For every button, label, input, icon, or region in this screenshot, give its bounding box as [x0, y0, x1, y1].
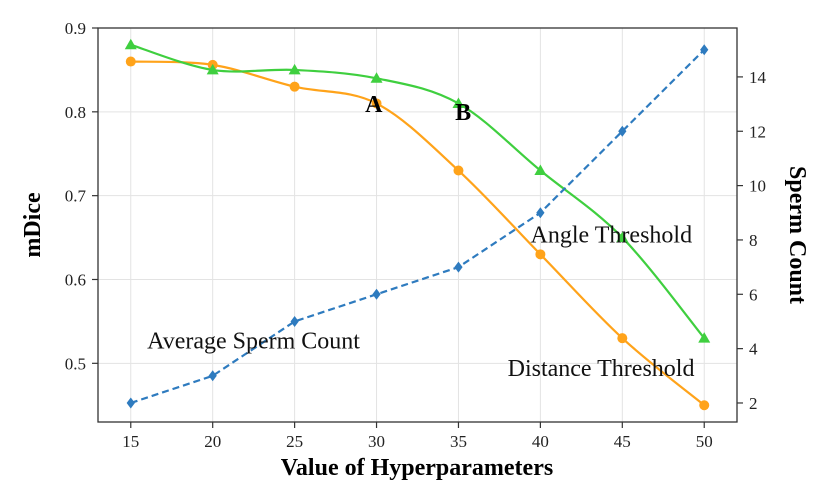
annotation-distance-threshold: Distance Threshold — [508, 356, 695, 382]
y-axis-title: mDice — [20, 192, 46, 258]
x-tick-label: 15 — [122, 432, 139, 451]
annotation-a: A — [365, 92, 383, 118]
annotation-angle-threshold: Angle Threshold — [531, 223, 693, 249]
data-point-distance-threshold — [125, 56, 136, 67]
annotation-average-sperm-count: Average Sperm Count — [147, 329, 360, 355]
data-point-angle-threshold — [698, 332, 711, 343]
x-axis-title: Value of Hyperparameters — [281, 455, 553, 481]
data-point-average-sperm-count — [618, 125, 627, 137]
data-point-average-sperm-count — [126, 397, 135, 409]
data-point-average-sperm-count — [372, 288, 381, 300]
series-layer — [124, 38, 711, 411]
data-point-distance-threshold — [617, 333, 628, 344]
y-tick-label: 0.5 — [65, 354, 86, 373]
series-average-sperm-count — [126, 44, 709, 409]
series-line-angle-threshold — [130, 43, 706, 339]
y2-tick-label: 12 — [749, 122, 766, 141]
series-angle-threshold — [124, 38, 711, 343]
x-tick-label: 40 — [532, 432, 549, 451]
y2-tick-label: 10 — [749, 177, 766, 196]
data-point-distance-threshold — [699, 400, 710, 411]
data-point-distance-threshold — [535, 249, 546, 260]
data-point-average-sperm-count — [536, 207, 545, 219]
y-tick-label: 0.6 — [65, 270, 86, 289]
series-line-average-sperm-count — [130, 48, 706, 405]
data-point-distance-threshold — [289, 81, 300, 92]
data-point-average-sperm-count — [208, 370, 217, 382]
y2-tick-label: 4 — [749, 340, 758, 359]
x-tick-label: 25 — [286, 432, 303, 451]
y-tick-label: 0.8 — [65, 103, 86, 122]
y-tick-label: 0.9 — [65, 19, 86, 38]
series-line-distance-threshold — [130, 60, 705, 407]
data-point-average-sperm-count — [290, 315, 299, 327]
x-tick-label: 45 — [614, 432, 631, 451]
y-tick-label: 0.7 — [65, 187, 87, 206]
data-point-average-sperm-count — [454, 261, 463, 273]
annotations: A B Angle Threshold Average Sperm Count Dist… — [147, 92, 694, 382]
data-point-angle-threshold — [452, 97, 465, 108]
data-point-angle-threshold — [370, 72, 383, 83]
y2-tick-label: 8 — [749, 231, 758, 250]
series-distance-threshold — [125, 56, 710, 411]
data-point-distance-threshold — [371, 98, 382, 109]
data-point-angle-threshold — [124, 38, 137, 50]
annotation-b: B — [455, 100, 471, 126]
x-tick-label: 20 — [204, 432, 221, 451]
axis-ticks: 15 20 25 30 35 40 45 50 0.5 0.6 0.7 0.8 0.9 2 4 6 8 10 12 1… — [65, 19, 767, 451]
x-tick-label: 35 — [450, 432, 467, 451]
data-point-angle-threshold — [616, 231, 629, 243]
y2-tick-label: 2 — [749, 394, 758, 413]
x-tick-label: 50 — [696, 432, 713, 451]
data-point-distance-threshold — [453, 165, 464, 176]
plot-frame — [97, 27, 738, 423]
data-point-angle-threshold — [206, 63, 219, 75]
y2-tick-label: 6 — [749, 285, 758, 304]
data-point-average-sperm-count — [700, 44, 709, 56]
x-tick-label: 30 — [368, 432, 385, 451]
y2-axis-title: Sperm Count — [784, 166, 810, 304]
data-point-angle-threshold — [288, 63, 301, 75]
data-point-angle-threshold — [534, 164, 547, 176]
y2-tick-label: 14 — [749, 68, 767, 87]
